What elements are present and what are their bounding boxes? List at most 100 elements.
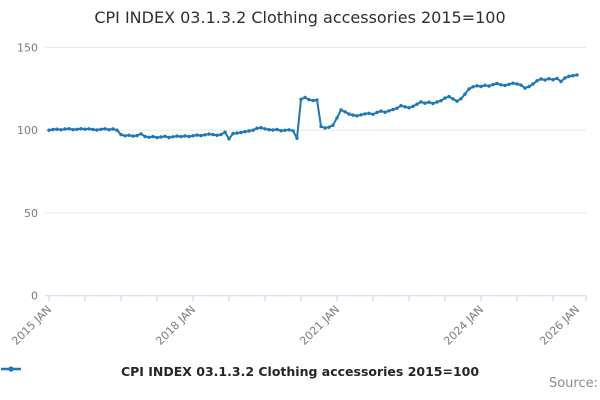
data-point-marker [83, 127, 87, 131]
data-point-marker [463, 92, 467, 96]
data-point-marker [387, 109, 391, 113]
data-point-marker [331, 123, 335, 127]
data-point-marker [543, 78, 547, 82]
data-point-marker [87, 127, 91, 131]
data-point-marker [259, 126, 263, 130]
data-point-marker [163, 134, 167, 138]
data-point-marker [267, 128, 271, 132]
data-point-marker [327, 125, 331, 129]
data-point-marker [535, 79, 539, 83]
data-point-marker [443, 96, 447, 100]
data-point-marker [391, 107, 395, 112]
data-point-marker [255, 126, 259, 130]
data-point-marker [119, 132, 123, 137]
data-point-marker [263, 127, 267, 131]
data-point-marker [211, 132, 215, 137]
data-point-marker [551, 78, 555, 82]
data-point-marker [423, 101, 427, 105]
data-point-marker [243, 130, 247, 134]
data-point-marker [347, 112, 351, 116]
data-point-marker [227, 137, 231, 141]
data-point-marker [219, 132, 223, 137]
data-point-marker [383, 110, 387, 115]
data-point-marker [547, 77, 551, 81]
data-point-marker [123, 134, 127, 138]
data-point-marker [159, 135, 163, 139]
data-point-marker [563, 76, 567, 80]
data-point-marker [415, 102, 419, 106]
data-point-marker [63, 127, 67, 131]
data-point-marker [475, 84, 479, 88]
data-point-marker [79, 127, 83, 131]
data-point-marker [499, 83, 503, 87]
data-point-marker [139, 132, 143, 136]
data-point-marker [511, 81, 515, 85]
data-point-marker [359, 113, 363, 117]
data-point-marker [51, 127, 55, 132]
data-point-marker [367, 111, 371, 116]
data-point-marker [131, 134, 135, 138]
data-point-marker [151, 134, 155, 139]
data-point-marker [99, 127, 103, 131]
data-point-marker [319, 124, 323, 129]
data-point-marker [183, 134, 187, 138]
line-chart: 0 50 100 150 2015 JAN 2018 JAN 2021 JAN 2024 JA… [9, 41, 587, 348]
data-point-marker [403, 105, 407, 109]
data-point-marker [171, 135, 175, 139]
data-point-marker [95, 128, 99, 132]
data-point-marker [195, 133, 199, 137]
data-point-marker [55, 127, 59, 131]
data-point-marker [323, 126, 327, 130]
data-point-marker [459, 97, 463, 101]
data-point-marker [239, 130, 243, 135]
data-point-marker [295, 136, 299, 140]
legend[interactable]: CPI INDEX 03.1.3.2 Clothing accessories … [0, 364, 600, 379]
data-point-marker [115, 128, 119, 132]
y-axis-tick-label: 50 [24, 207, 38, 220]
data-point-marker [379, 109, 383, 113]
data-point-marker [575, 73, 579, 77]
data-point-marker [287, 128, 291, 132]
data-point-marker [67, 127, 71, 131]
chart-title: CPI INDEX 03.1.3.2 Clothing accessories … [94, 8, 506, 27]
data-point-marker [307, 98, 311, 102]
data-point-marker [175, 134, 179, 138]
data-point-marker [187, 134, 191, 139]
data-point-marker [515, 82, 519, 86]
data-point-marker [235, 131, 239, 135]
data-point-marker [47, 128, 51, 132]
x-axis-tick-label: 2015 JAN [9, 303, 54, 348]
data-point-marker [467, 87, 471, 91]
data-point-marker [271, 128, 275, 132]
data-point-marker [283, 128, 287, 132]
data-point-marker [247, 129, 251, 133]
data-point-marker [399, 104, 403, 108]
data-point-marker [91, 127, 95, 132]
data-point-marker [439, 99, 443, 103]
data-point-marker [223, 130, 227, 134]
data-point-marker [507, 82, 511, 87]
data-point-marker [291, 129, 295, 133]
y-axis-tick-label: 150 [17, 41, 38, 54]
data-point-marker [275, 127, 279, 132]
data-point-marker [215, 133, 219, 137]
data-point-marker [471, 85, 475, 89]
data-point-marker [311, 98, 315, 103]
data-point-marker [571, 74, 575, 78]
data-point-marker [567, 74, 571, 78]
data-point-marker [143, 134, 147, 139]
data-point-marker [371, 112, 375, 117]
data-point-marker [427, 100, 431, 104]
x-axis-tick-label: 2026 JAN [537, 303, 582, 348]
data-point-marker [103, 127, 107, 131]
data-point-marker [411, 104, 415, 109]
data-point-marker [199, 133, 203, 138]
data-point-marker [299, 97, 303, 102]
data-point-marker [111, 127, 115, 131]
data-point-marker [279, 129, 283, 133]
data-point-marker [375, 110, 379, 115]
data-point-marker [231, 131, 235, 136]
data-point-marker [491, 82, 495, 87]
data-point-marker [523, 86, 527, 90]
data-point-marker [539, 77, 543, 81]
